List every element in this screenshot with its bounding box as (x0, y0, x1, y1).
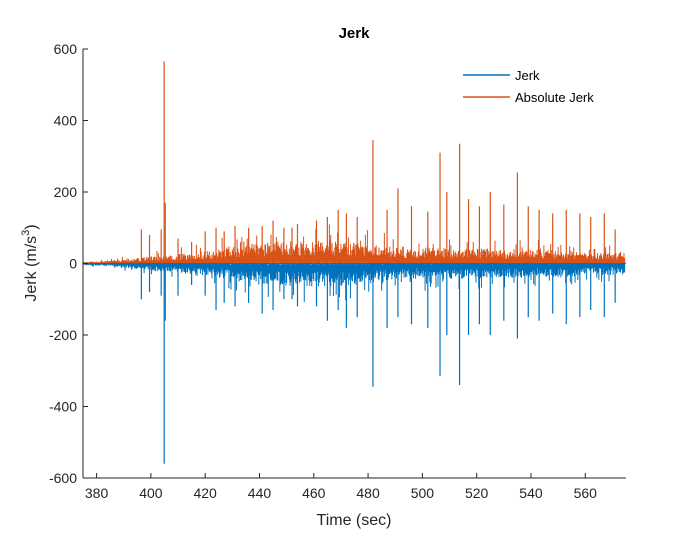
x-tick-label: 520 (465, 485, 489, 501)
plot-area (82, 49, 626, 479)
x-axis-label: Time (sec) (317, 512, 392, 529)
x-tick-label: 460 (302, 485, 326, 501)
chart-title: Jerk (339, 25, 371, 42)
y-axis-label-close: ) (23, 224, 40, 229)
x-tick-label: 400 (139, 485, 163, 501)
y-tick-label: -200 (49, 327, 77, 343)
y-axis-label-main: Jerk (m/s (23, 236, 40, 302)
x-ticks: 380 400 420 440 460 480 500 520 540 560 (85, 473, 597, 501)
y-tick-label: -600 (49, 470, 77, 486)
x-tick-label: 560 (574, 485, 598, 501)
y-tick-label: 400 (54, 113, 78, 129)
y-axis-label: Jerk (m/s3) (20, 224, 40, 301)
legend-box (458, 62, 616, 108)
legend-label-absolute-jerk: Absolute Jerk (515, 90, 594, 105)
x-tick-label: 420 (193, 485, 217, 501)
legend: Jerk Absolute Jerk (458, 62, 616, 108)
y-tick-label: 0 (69, 256, 77, 272)
x-tick-label: 500 (411, 485, 435, 501)
y-tick-label: 200 (54, 184, 78, 200)
y-axis-label-exponent: 3 (20, 230, 32, 236)
series-layer (82, 61, 626, 464)
x-tick-label: 540 (519, 485, 543, 501)
x-tick-label: 380 (85, 485, 109, 501)
y-tick-label: 600 (54, 41, 78, 57)
legend-label-jerk: Jerk (515, 68, 540, 83)
y-ticks: 600 400 200 0 -200 -400 -600 (49, 41, 88, 486)
x-tick-label: 440 (248, 485, 272, 501)
x-tick-label: 480 (356, 485, 380, 501)
y-tick-label: -400 (49, 399, 77, 415)
